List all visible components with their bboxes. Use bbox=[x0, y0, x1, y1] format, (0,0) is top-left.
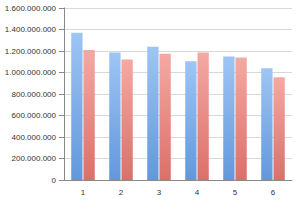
svg-text:800.000.000: 800.000.000 bbox=[12, 90, 57, 99]
svg-text:1.400.000.000: 1.400.000.000 bbox=[5, 25, 57, 34]
svg-text:0: 0 bbox=[52, 176, 57, 185]
svg-text:3: 3 bbox=[157, 188, 162, 197]
svg-text:1.000.000.000: 1.000.000.000 bbox=[5, 68, 57, 77]
svg-text:1: 1 bbox=[81, 188, 86, 197]
svg-text:1.200.000.000: 1.200.000.000 bbox=[5, 47, 57, 56]
svg-text:400.000.000: 400.000.000 bbox=[12, 133, 57, 142]
svg-text:1.600.000.000: 1.600.000.000 bbox=[5, 4, 57, 13]
svg-text:600.000.000: 600.000.000 bbox=[12, 111, 57, 120]
svg-text:5: 5 bbox=[233, 188, 238, 197]
svg-text:200.000.000: 200.000.000 bbox=[12, 154, 57, 163]
svg-text:2: 2 bbox=[119, 188, 124, 197]
svg-text:6: 6 bbox=[271, 188, 276, 197]
svg-text:4: 4 bbox=[195, 188, 200, 197]
